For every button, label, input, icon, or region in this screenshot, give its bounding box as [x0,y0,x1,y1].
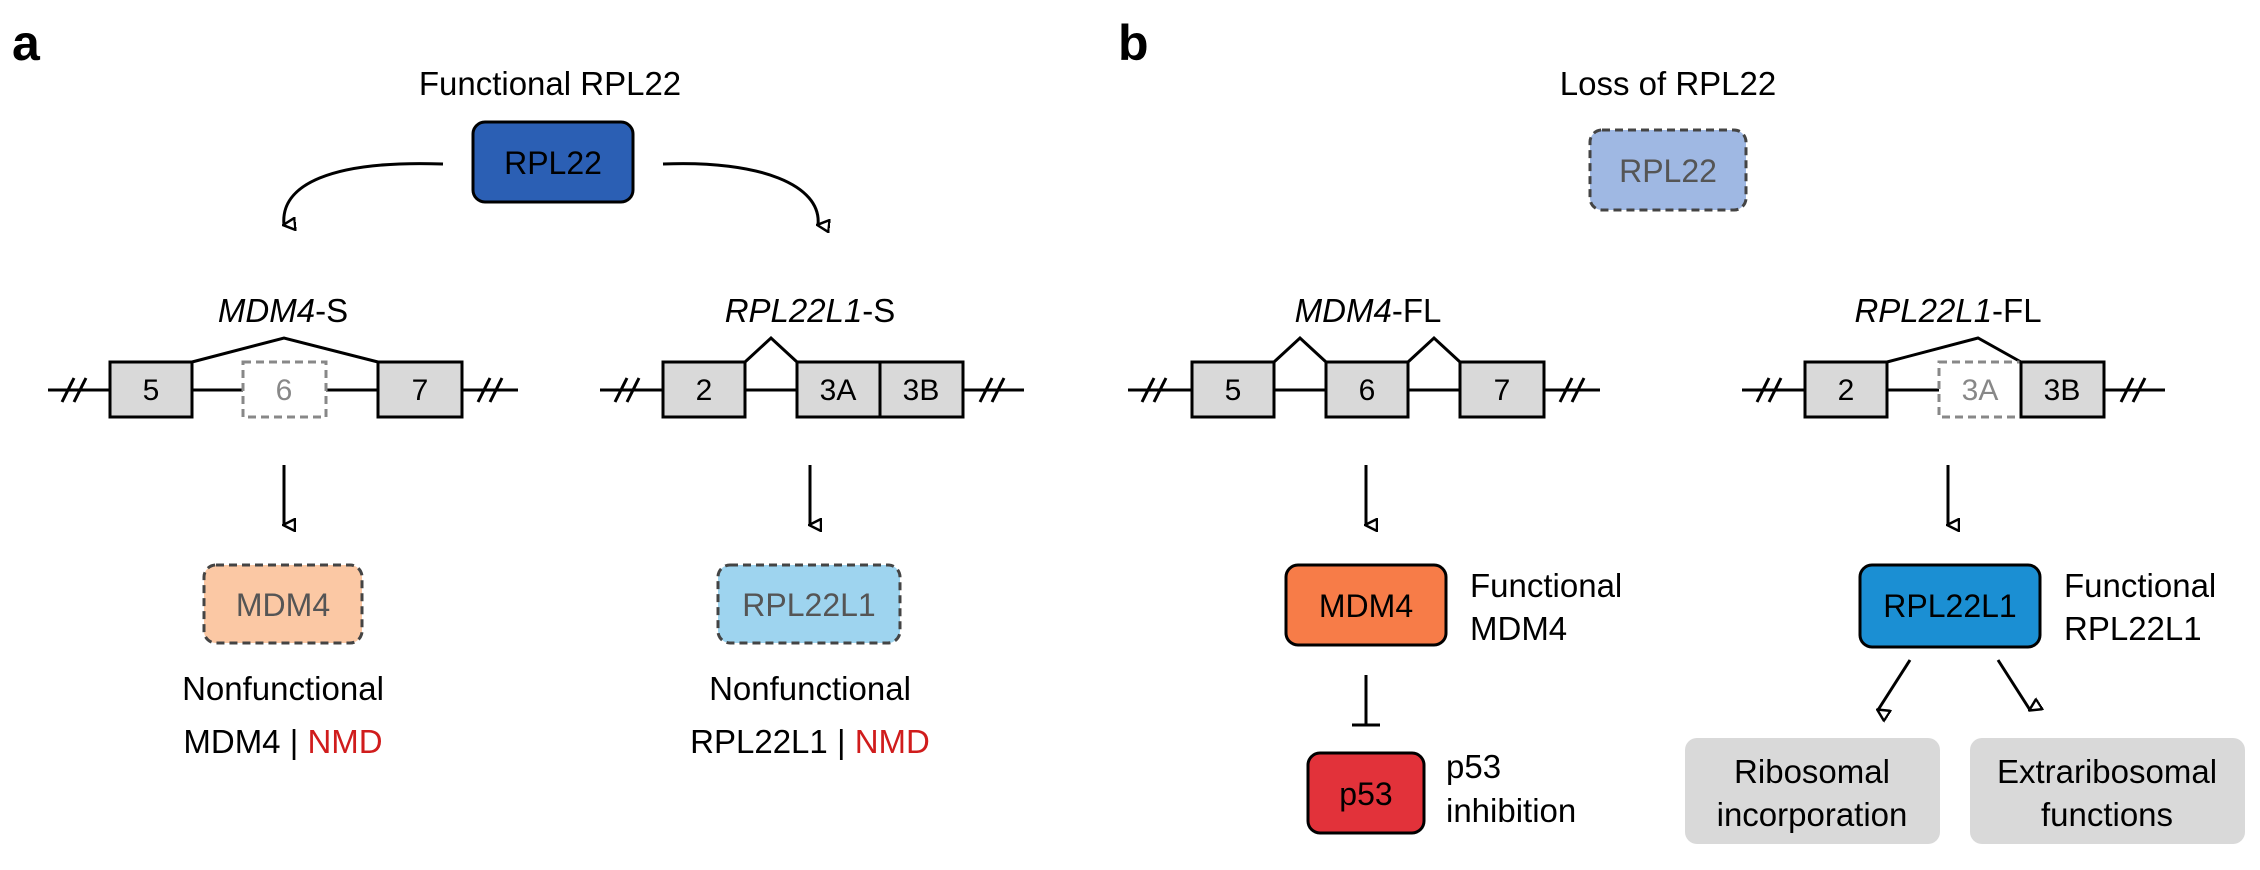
rpl22l1-functional-node [1858,563,2042,649]
mdm4-functional-node [1284,563,1448,647]
panel-b-label: b [1118,15,1149,71]
exon-7 [376,360,464,419]
p53-caption-line1: p53 [1446,748,1501,785]
ribosomal-line2: incorporation [1717,796,1908,833]
ribosomal-incorporation-box [1685,738,1940,844]
exon-5-fl [1190,360,1276,419]
exon-3b-label: 3B [903,374,940,407]
exon-2 [661,360,747,419]
exon-7-fl-label: 7 [1494,374,1511,407]
exon-6-skipped [241,360,328,419]
exon-2-fl-label: 2 [1838,374,1855,407]
mdm4-caption-line2: MDM4 | NMD [183,723,382,760]
mdm4-functional-caption-line2: MDM4 [1470,610,1567,647]
arrow-rpl22-to-mdm4 [284,162,444,225]
rpl22l1-nonfunctional-node [716,563,902,645]
panel-a-title: Functional RPL22 [419,65,681,102]
exon-3b-fl [2019,360,2106,419]
mdm4-nonfunctional-label: MDM4 [236,587,330,623]
mdm4-caption-line1: Nonfunctional [182,670,384,707]
panel-b: b Loss of RPL22 RPL22 MDM4-FL 5 6 7 MDM4 [1118,15,2245,844]
exon-5 [108,360,194,419]
exon-5-fl-label: 5 [1225,374,1242,407]
mdm4-nonfunctional-node [202,563,364,645]
exon-6-fl-label: 6 [1359,374,1376,407]
rpl22-node-b-lost [1588,128,1748,212]
exon-2-label: 2 [696,374,713,407]
exon-3a-fl-label: 3A [1962,374,1999,407]
extraribosomal-line2: functions [2041,796,2173,833]
rpl22l1-caption-line1: Nonfunctional [709,670,911,707]
panel-a-label: a [12,15,41,71]
rpl22-node-a-label: RPL22 [504,145,602,181]
rpl22l1-fl-gene-label: RPL22L1-FL [1854,292,2041,329]
p53-caption-line2: inhibition [1446,792,1576,829]
p53-node-label: p53 [1339,776,1392,812]
rpl22l1-functional-caption-line1: Functional [2064,567,2216,604]
rpl22l1-fl-gene-track: 2 3A 3B [1742,336,2165,419]
mdm4-fl-gene-label: MDM4-FL [1295,292,1442,329]
exon-7-label: 7 [412,374,429,407]
arrow-to-ribosomal [1878,659,1912,710]
exon-3a-label: 3A [820,374,857,407]
exon-2-fl [1803,360,1889,419]
rpl22-node-b-label: RPL22 [1619,153,1717,189]
ribosomal-line1: Ribosomal [1734,753,1890,790]
arrow-to-extraribosomal [1996,659,2030,710]
rpl22l1-s-gene-track: 2 3A 3B [600,335,1024,419]
panel-b-title: Loss of RPL22 [1560,65,1776,102]
mdm4-functional-caption-line1: Functional [1470,567,1622,604]
exon-7-fl [1458,360,1546,419]
rpl22l1-s-gene-label: RPL22L1-S [725,292,896,329]
mdm4-s-gene-track: 5 6 7 [48,336,518,419]
rpl22l1-nonfunctional-label: RPL22L1 [742,587,875,623]
rpl22l1-functional-label: RPL22L1 [1883,588,2016,624]
extraribosomal-line1: Extraribosomal [1997,753,2217,790]
mdm4-fl-gene-track: 5 6 7 [1128,335,1600,419]
p53-node [1306,751,1426,835]
exon-3b [878,360,965,419]
rpl22-node-a [471,120,635,204]
panel-a: a Functional RPL22 RPL22 MDM4-S 5 6 7 [12,15,1024,760]
exon-5-label: 5 [143,374,160,407]
exon-3b-fl-label: 3B [2044,374,2081,407]
extraribosomal-functions-box [1970,738,2245,844]
rpl22l1-caption-line2: RPL22L1 | NMD [690,723,930,760]
exon-6-label: 6 [276,374,293,407]
mdm4-functional-label: MDM4 [1319,588,1413,624]
mdm4-s-gene-label: MDM4-S [218,292,348,329]
exon-6-fl [1324,360,1410,419]
rpl22l1-functional-caption-line2: RPL22L1 [2064,610,2202,647]
arrow-rpl22-to-rpl22l1 [662,162,818,225]
